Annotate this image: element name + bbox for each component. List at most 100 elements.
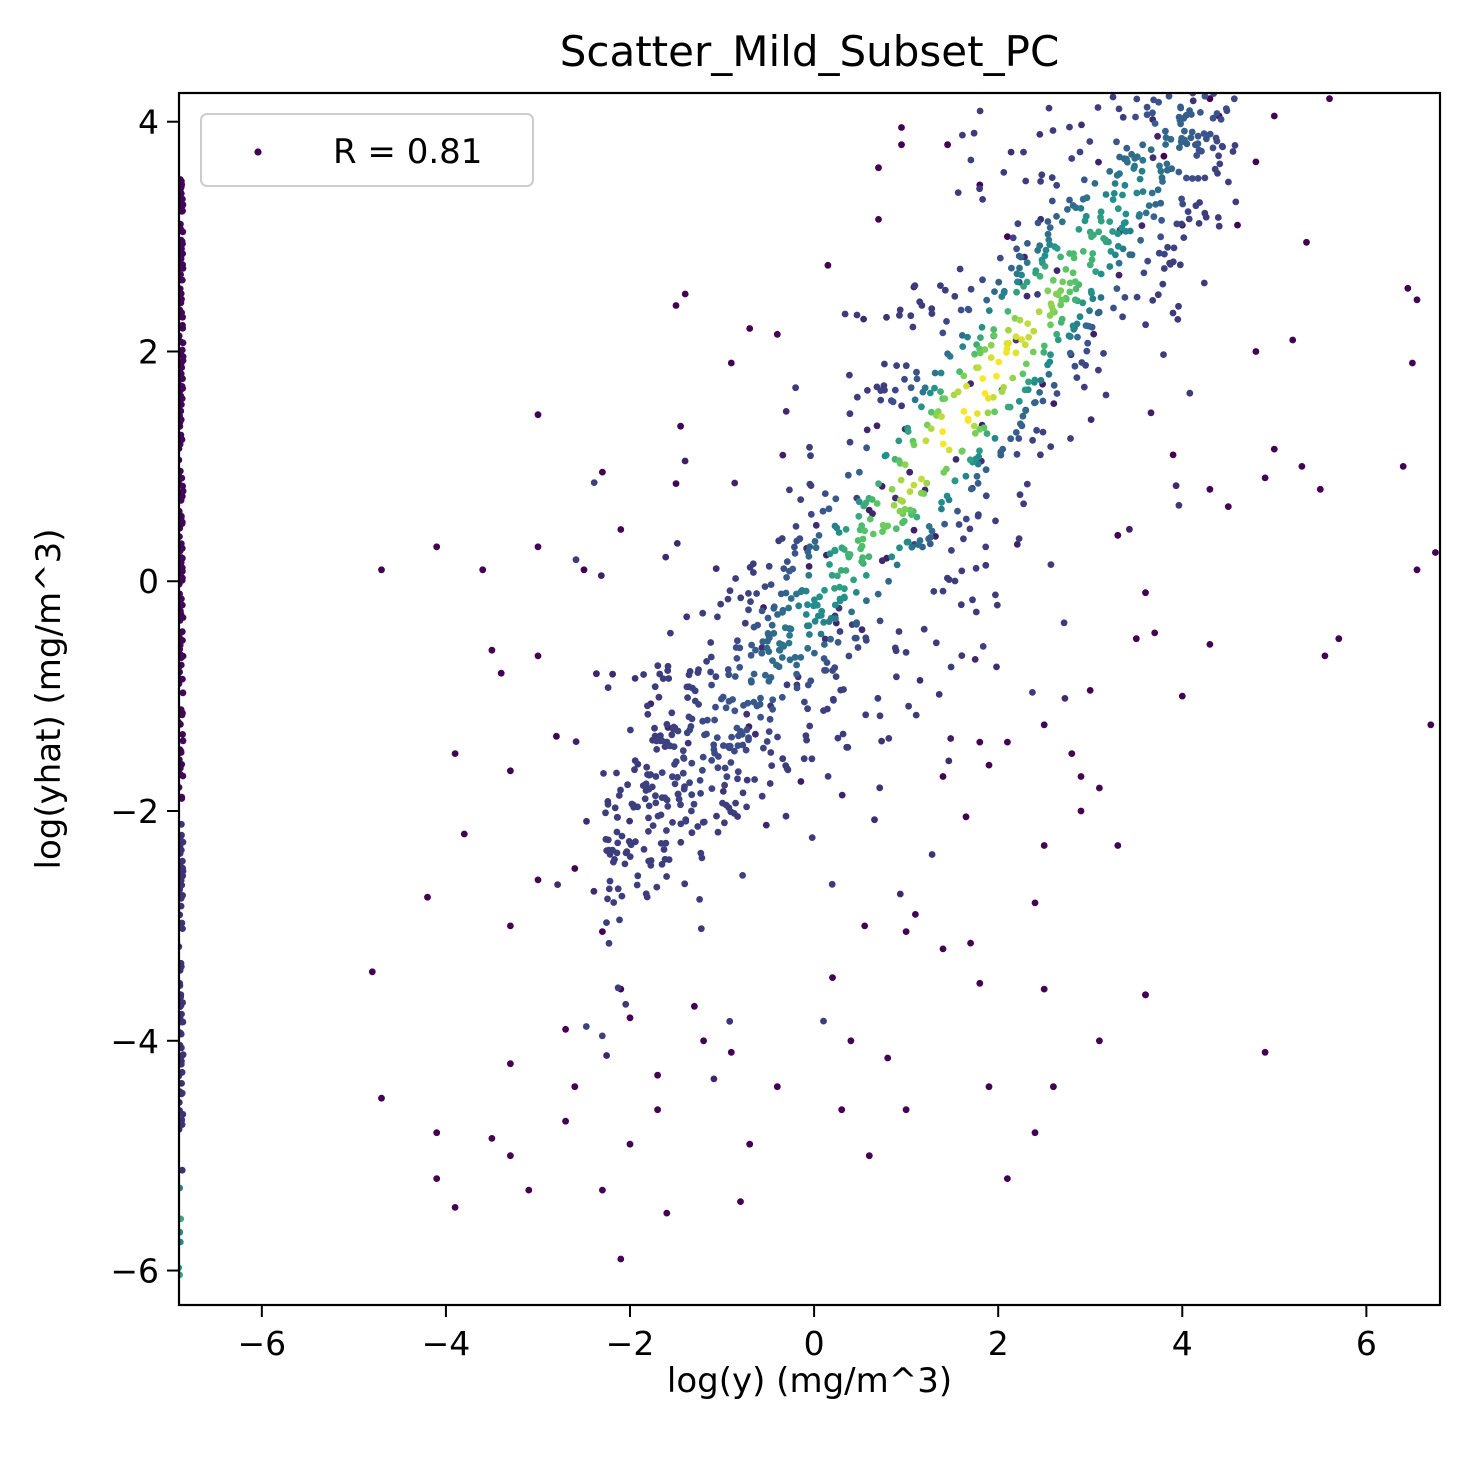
scatter-point [1170,244,1178,252]
scatter-point [645,814,652,822]
scatter-point [1029,436,1036,444]
scatter-point [1114,205,1122,213]
scatter-point [785,604,792,612]
scatter-point [719,788,727,795]
scatter-point [941,395,949,402]
scatter-point [806,543,814,551]
scatter-point [913,513,921,521]
scatter-point [802,611,810,618]
scatter-point [1114,230,1122,238]
scatter-point [780,643,788,650]
scatter-point [1004,308,1012,315]
scatter-point [1209,144,1217,152]
scatter-point [728,733,735,741]
scatter-point [837,567,845,574]
scatter-point [643,763,651,771]
scatter-point [179,567,186,575]
scatter-point [838,791,846,799]
scatter-point [626,853,634,860]
scatter-point [644,702,651,710]
scatter-point [1335,635,1343,643]
scatter-point [703,730,710,738]
scatter-point [507,1060,514,1068]
scatter-point [778,654,786,661]
scatter-point [972,608,980,616]
scatter-point [938,505,945,513]
scatter-point [766,715,774,723]
scatter-point [179,710,185,718]
scatter-point [1156,162,1163,170]
scatter-point [179,607,184,615]
scatter-point [812,544,820,552]
scatter-point [931,369,939,377]
scatter-point [668,709,676,717]
scatter-point [981,390,989,397]
scatter-point [918,403,925,411]
scatter-point [896,507,904,515]
scatter-point [943,318,950,325]
scatter-point [902,649,910,656]
scatter-point [812,521,820,529]
scatter-point [779,451,787,459]
scatter-point [614,839,622,847]
scatter-point [1151,120,1159,127]
scatter-point [939,587,947,595]
scatter-point [1053,213,1060,220]
scatter-point [669,819,676,826]
scatter-point [1053,267,1061,274]
scatter-point [758,649,766,657]
legend-box [200,113,534,187]
scatter-point [1177,137,1185,145]
scatter-point [1303,238,1310,246]
scatter-point [1095,366,1102,374]
scatter-point [684,694,691,701]
scatter-point [744,699,752,707]
scatter-point [1230,95,1238,103]
scatter-point [951,477,959,485]
scatter-point [976,349,984,357]
scatter-point [1173,220,1181,228]
scatter-point [985,761,993,769]
scatter-point [719,799,726,807]
scatter-point [663,1209,671,1217]
scatter-point [853,311,861,319]
scatter-point [1109,196,1117,204]
scatter-point [978,323,986,331]
scatter-point [974,364,982,371]
scatter-point [179,370,185,378]
scatter-point [885,577,892,585]
scatter-point [1005,339,1012,347]
scatter-point [1044,218,1052,225]
scatter-point [786,632,793,639]
scatter-point [1015,397,1023,405]
scatter-point [717,600,725,608]
scatter-point [179,554,185,561]
scatter-point [769,696,777,704]
scatter-point [944,574,951,582]
scatter-point [752,730,759,738]
scatter-point [754,621,761,629]
scatter-point [1119,191,1126,199]
scatter-point [773,330,781,338]
scatter-point [1203,135,1210,143]
scatter-point [1215,222,1223,230]
scatter-point [534,411,542,419]
scatter-point [1097,217,1105,225]
scatter-point [1109,228,1116,235]
scatter-point [562,1117,569,1125]
scatter-point [1000,169,1008,176]
scatter-point [651,683,659,691]
scatter-point [1062,266,1070,273]
scatter-point [842,526,850,533]
scatter-point [691,687,699,695]
scatter-point [765,562,773,570]
scatter-point [1172,482,1180,490]
scatter-point [696,777,704,784]
scatter-point [783,574,790,581]
scatter-point [711,716,718,724]
scatter-point [903,538,911,546]
scatter-point [805,622,813,630]
scatter-point [959,343,967,350]
scatter-point [179,392,185,400]
scatter-point [1189,175,1196,182]
